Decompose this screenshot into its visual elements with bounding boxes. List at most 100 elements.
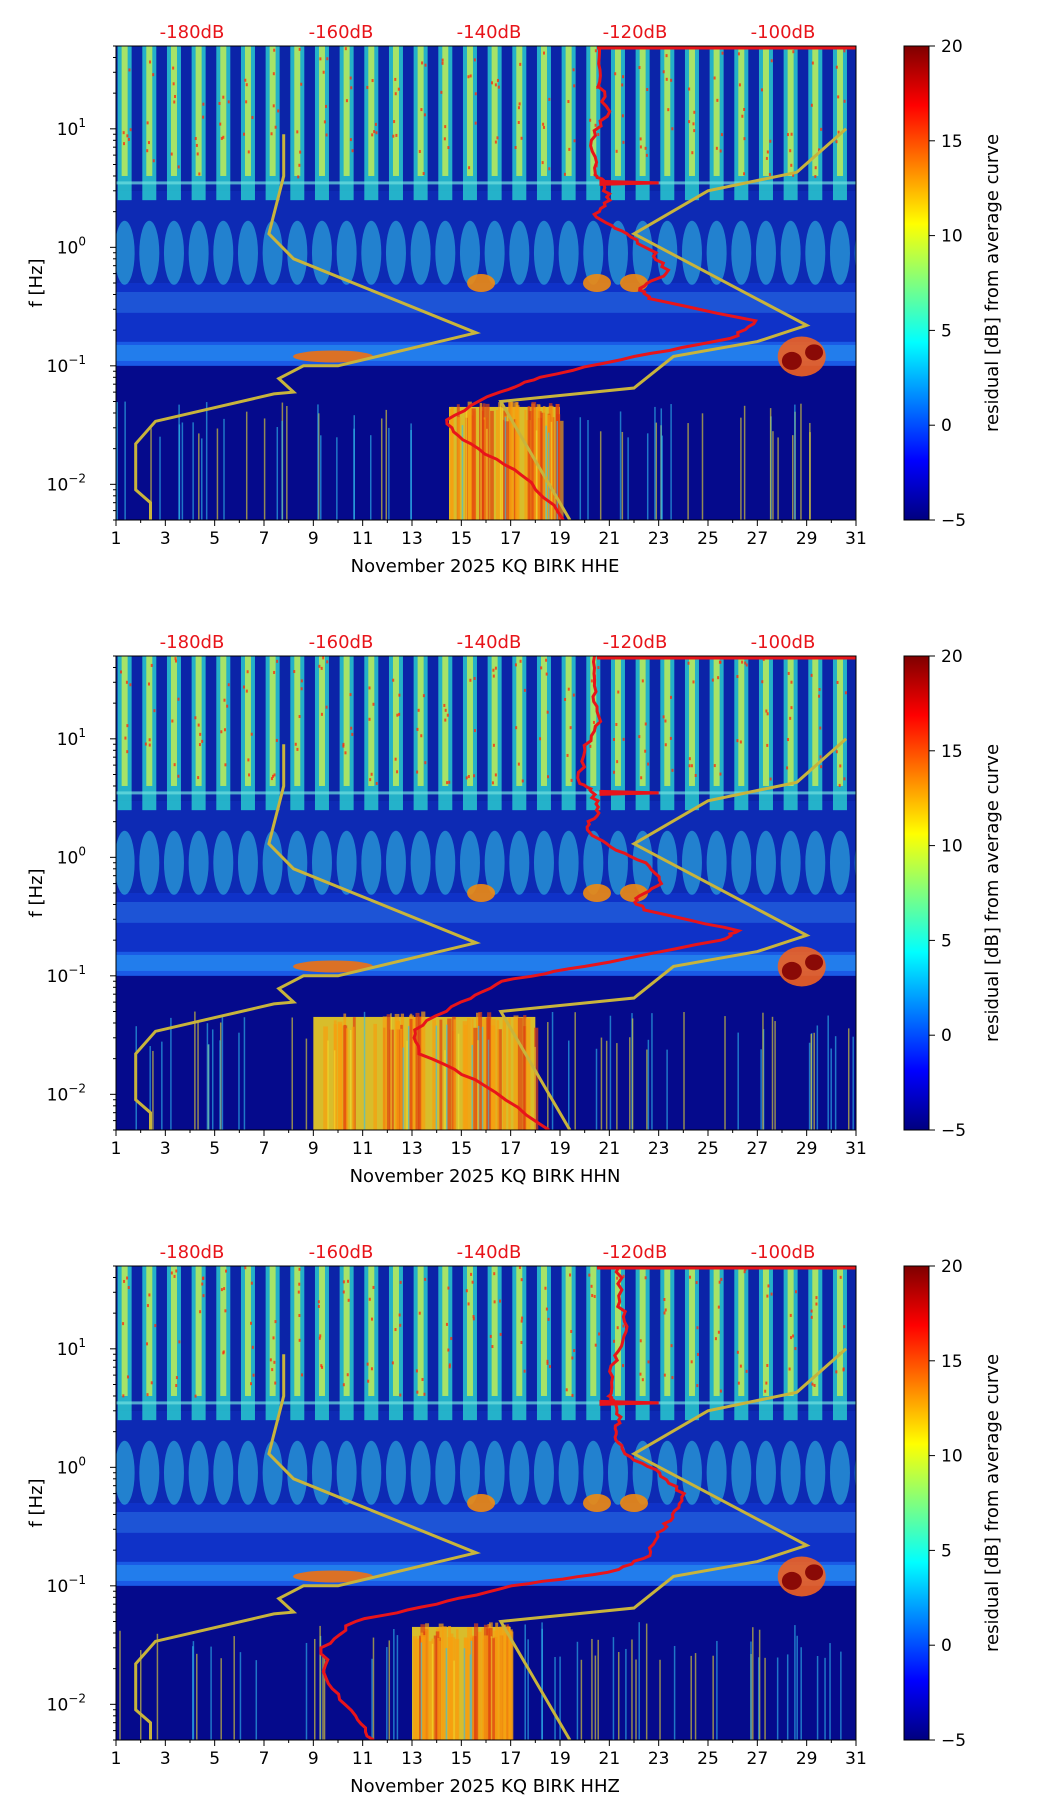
y-tick-label: 100 xyxy=(57,234,86,258)
transient-line xyxy=(597,1639,599,1740)
x-tick-label: 19 xyxy=(549,1139,571,1159)
x-tick-label: 1 xyxy=(111,1749,122,1769)
x-tick-label: 17 xyxy=(500,1749,522,1769)
x-tick-label: 13 xyxy=(401,1139,423,1159)
transient-line xyxy=(712,1655,714,1740)
daily-stripe xyxy=(459,656,480,895)
transient-line xyxy=(580,1659,583,1740)
transient-line xyxy=(221,1016,224,1130)
transient-line xyxy=(772,431,774,520)
transient-line xyxy=(683,1012,685,1130)
transient-line xyxy=(255,1660,258,1740)
daily-stripe xyxy=(410,656,431,895)
x-tick-label: 21 xyxy=(599,1749,621,1769)
transient-line xyxy=(336,437,338,520)
colorbar-tick-label: 15 xyxy=(941,742,963,762)
daily-stripe xyxy=(509,46,530,285)
transient-line xyxy=(813,1032,815,1130)
transient-line xyxy=(690,1655,692,1740)
energy-blob xyxy=(620,884,648,902)
daily-stripe xyxy=(533,656,554,895)
noise-model-curve xyxy=(134,1354,482,1740)
transient-line xyxy=(245,411,248,520)
x-tick-label: 3 xyxy=(160,1139,171,1159)
transient-line xyxy=(420,1642,423,1740)
transient-line xyxy=(291,1017,293,1130)
spectral-band xyxy=(116,893,856,952)
daily-stripe xyxy=(139,1266,160,1505)
daily-stripe xyxy=(385,656,406,895)
colorbar-tick-label: 10 xyxy=(941,1447,963,1467)
daily-stripe xyxy=(435,656,456,895)
y-axis-label: f [Hz] xyxy=(26,1478,47,1527)
transient-line xyxy=(587,420,589,520)
x-tick-label: 27 xyxy=(747,529,769,549)
transient-line xyxy=(554,1657,556,1740)
colorbar-tick-label: 20 xyxy=(941,1257,963,1277)
transient-line xyxy=(317,404,319,520)
transient-line xyxy=(194,1011,196,1130)
transient-line xyxy=(816,1656,819,1740)
transient-line xyxy=(545,425,547,520)
transient-line xyxy=(477,1040,479,1130)
colorbar-gradient xyxy=(903,1265,930,1741)
transient-line xyxy=(322,1656,324,1740)
energy-blob xyxy=(467,884,496,902)
transient-line xyxy=(776,1657,779,1740)
transient-line xyxy=(594,1655,597,1740)
daily-stripe xyxy=(336,46,357,285)
daily-stripe xyxy=(336,1266,357,1505)
transient-line xyxy=(595,1048,598,1130)
daily-stripe xyxy=(385,1266,406,1505)
db-trace xyxy=(412,656,743,1130)
db-scale-label: -160dB xyxy=(309,1242,374,1263)
transient-line xyxy=(461,425,464,520)
daily-stripe xyxy=(237,656,258,895)
daily-stripe xyxy=(805,1266,826,1505)
daily-stripe xyxy=(311,1266,332,1505)
spectrogram-area xyxy=(116,1266,856,1740)
x-tick-label: 7 xyxy=(259,529,270,549)
transient-line xyxy=(635,1659,637,1740)
db-trace xyxy=(319,1266,687,1740)
secondary-band xyxy=(116,291,856,313)
transient-line xyxy=(481,1026,484,1130)
microseism-band xyxy=(116,1564,856,1581)
daily-stripe xyxy=(829,656,850,895)
transient-line xyxy=(616,1043,618,1130)
transient-line xyxy=(645,1623,648,1740)
daily-stripe xyxy=(755,656,776,895)
transient-line xyxy=(647,1039,650,1130)
transient-line xyxy=(276,427,279,520)
transient-line xyxy=(407,1026,410,1130)
transient-line xyxy=(238,1032,240,1130)
db-scale-label: -120dB xyxy=(603,22,668,43)
energy-blob xyxy=(620,1494,648,1512)
x-tick-label: 5 xyxy=(209,1139,220,1159)
daily-stripe xyxy=(829,1266,850,1505)
transient-line xyxy=(281,420,283,520)
transient-line xyxy=(816,1025,819,1130)
x-tick-label: 17 xyxy=(500,529,522,549)
daily-stripe xyxy=(583,1266,604,1505)
daily-stripe xyxy=(188,1266,209,1505)
transient-line xyxy=(327,1040,329,1130)
energy-blob xyxy=(583,274,611,292)
transient-line xyxy=(655,422,658,520)
x-tick-label: 13 xyxy=(401,529,423,549)
colorbar: 20 15 10 5 0 −5 residual [dB] from average cur… xyxy=(903,37,1003,531)
daily-stripe xyxy=(558,1266,579,1505)
colorbar-tick-label: −5 xyxy=(941,1121,966,1141)
daily-stripe xyxy=(731,46,752,285)
daily-stripe xyxy=(607,46,628,285)
transient-line xyxy=(487,1039,490,1130)
x-tick-label: 11 xyxy=(352,1139,374,1159)
x-axis-label: November 2025 KQ BIRK HHE xyxy=(351,556,620,577)
x-tick-label: 31 xyxy=(845,1749,867,1769)
noise-model-curve xyxy=(134,134,482,520)
transient-line xyxy=(609,1015,612,1130)
transient-line xyxy=(198,433,200,520)
transient-line xyxy=(646,1049,648,1130)
